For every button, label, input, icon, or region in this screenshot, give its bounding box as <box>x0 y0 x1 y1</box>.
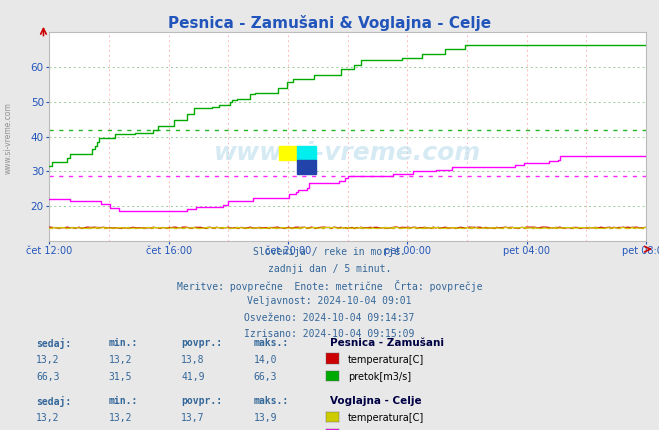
Text: Veljavnost: 2024-10-04 09:01: Veljavnost: 2024-10-04 09:01 <box>247 296 412 306</box>
Bar <box>297 160 316 174</box>
Text: zadnji dan / 5 minut.: zadnji dan / 5 minut. <box>268 264 391 273</box>
Text: 13,7: 13,7 <box>181 413 205 423</box>
Text: min.:: min.: <box>109 338 138 347</box>
Text: min.:: min.: <box>109 396 138 405</box>
Text: Pesnica - Zamušani: Pesnica - Zamušani <box>330 338 444 347</box>
Text: 13,2: 13,2 <box>36 355 60 365</box>
Text: Slovenija / reke in morje.: Slovenija / reke in morje. <box>253 247 406 257</box>
Text: 66,3: 66,3 <box>36 372 60 382</box>
Text: 13,2: 13,2 <box>109 355 132 365</box>
Text: www.si-vreme.com: www.si-vreme.com <box>4 101 13 174</box>
Text: www.si-vreme.com: www.si-vreme.com <box>214 141 481 165</box>
Text: Meritve: povprečne  Enote: metrične  Črta: povprečje: Meritve: povprečne Enote: metrične Črta:… <box>177 280 482 292</box>
Bar <box>297 146 316 160</box>
Text: Pesnica - Zamušani & Voglajna - Celje: Pesnica - Zamušani & Voglajna - Celje <box>168 15 491 31</box>
Text: 13,8: 13,8 <box>181 355 205 365</box>
Text: temperatura[C]: temperatura[C] <box>348 355 424 365</box>
Text: sedaj:: sedaj: <box>36 338 71 349</box>
Text: 41,9: 41,9 <box>181 372 205 382</box>
Text: maks.:: maks.: <box>254 396 289 405</box>
Text: Voglajna - Celje: Voglajna - Celje <box>330 396 421 405</box>
Text: 31,5: 31,5 <box>109 372 132 382</box>
Text: Osveženo: 2024-10-04 09:14:37: Osveženo: 2024-10-04 09:14:37 <box>244 313 415 322</box>
Text: 14,0: 14,0 <box>254 355 277 365</box>
Text: pretok[m3/s]: pretok[m3/s] <box>348 372 411 382</box>
Text: 13,9: 13,9 <box>254 413 277 423</box>
Text: maks.:: maks.: <box>254 338 289 347</box>
Text: temperatura[C]: temperatura[C] <box>348 413 424 423</box>
Text: povpr.:: povpr.: <box>181 338 222 347</box>
Text: 13,2: 13,2 <box>109 413 132 423</box>
Text: povpr.:: povpr.: <box>181 396 222 405</box>
Text: Izrisano: 2024-10-04 09:15:09: Izrisano: 2024-10-04 09:15:09 <box>244 329 415 339</box>
Bar <box>279 146 297 160</box>
Text: 66,3: 66,3 <box>254 372 277 382</box>
Text: sedaj:: sedaj: <box>36 396 71 407</box>
Text: 13,2: 13,2 <box>36 413 60 423</box>
